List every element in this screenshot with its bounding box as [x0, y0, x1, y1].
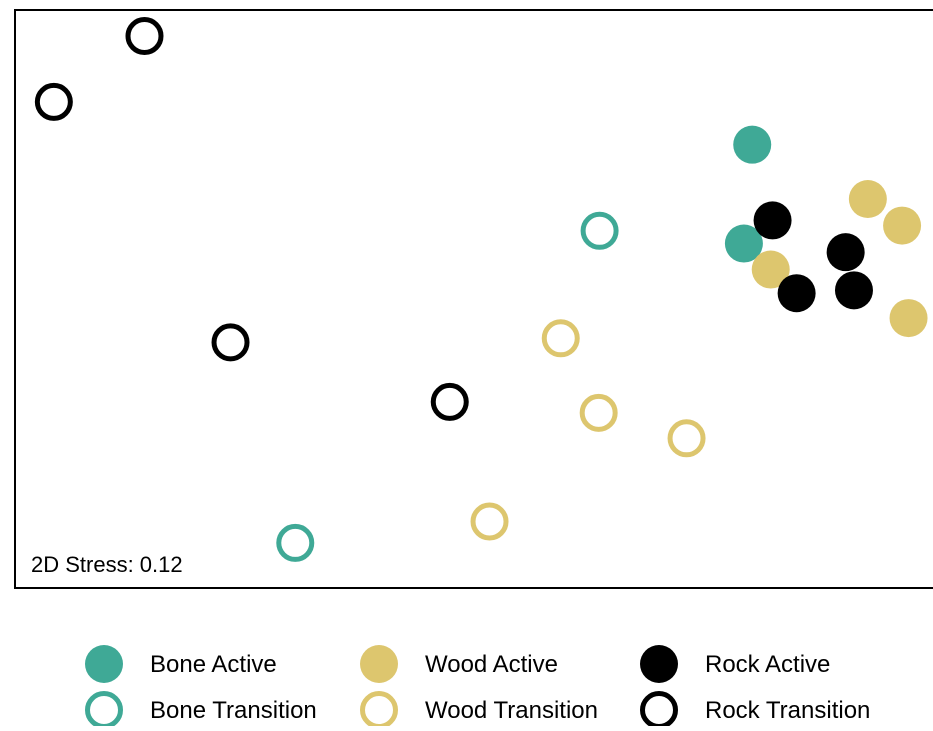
legend-marker-wood-active — [360, 645, 398, 683]
point-bone-transition-2 — [276, 523, 315, 562]
point-wood-transition-3 — [667, 419, 706, 458]
legend-marker-wood-transition — [360, 691, 398, 729]
legend-label-rock-transition: Rock Transition — [705, 697, 870, 724]
point-wood-transition-1 — [541, 319, 580, 358]
points-layer — [34, 17, 928, 562]
legend-marker-bone-active — [85, 645, 123, 683]
point-wood-transition-2 — [579, 393, 618, 432]
point-bone-active-2 — [724, 224, 763, 263]
point-rock-transition-2 — [34, 82, 73, 121]
point-bone-active-1 — [733, 125, 772, 164]
point-rock-transition-3 — [211, 323, 250, 362]
point-wood-active-1 — [848, 180, 887, 219]
stress-annotation: 2D Stress: 0.12 — [31, 552, 183, 577]
point-rock-active-3 — [777, 274, 816, 313]
legend-label-wood-active: Wood Active — [425, 651, 558, 678]
legend-marker-rock-active — [640, 645, 678, 683]
point-wood-active-2 — [883, 206, 922, 245]
point-rock-transition-4 — [430, 382, 469, 421]
legend-marker-bone-transition — [85, 691, 123, 729]
legend-marker-rock-transition — [640, 691, 678, 729]
legend: Bone Active Wood Active Rock Active Bone Tr… — [85, 645, 870, 729]
point-wood-active-3 — [751, 250, 790, 289]
point-rock-active-4 — [834, 271, 873, 310]
point-rock-transition-1 — [125, 17, 164, 56]
point-rock-active-2 — [826, 233, 865, 272]
point-rock-active-1 — [753, 201, 792, 240]
point-wood-transition-4 — [470, 502, 509, 541]
point-wood-active-4 — [889, 299, 928, 338]
point-bone-transition-1 — [580, 211, 619, 250]
legend-label-wood-transition: Wood Transition — [425, 697, 598, 724]
legend-label-bone-active: Bone Active — [150, 651, 277, 678]
legend-label-bone-transition: Bone Transition — [150, 697, 317, 724]
legend-label-rock-active: Rock Active — [705, 651, 830, 678]
